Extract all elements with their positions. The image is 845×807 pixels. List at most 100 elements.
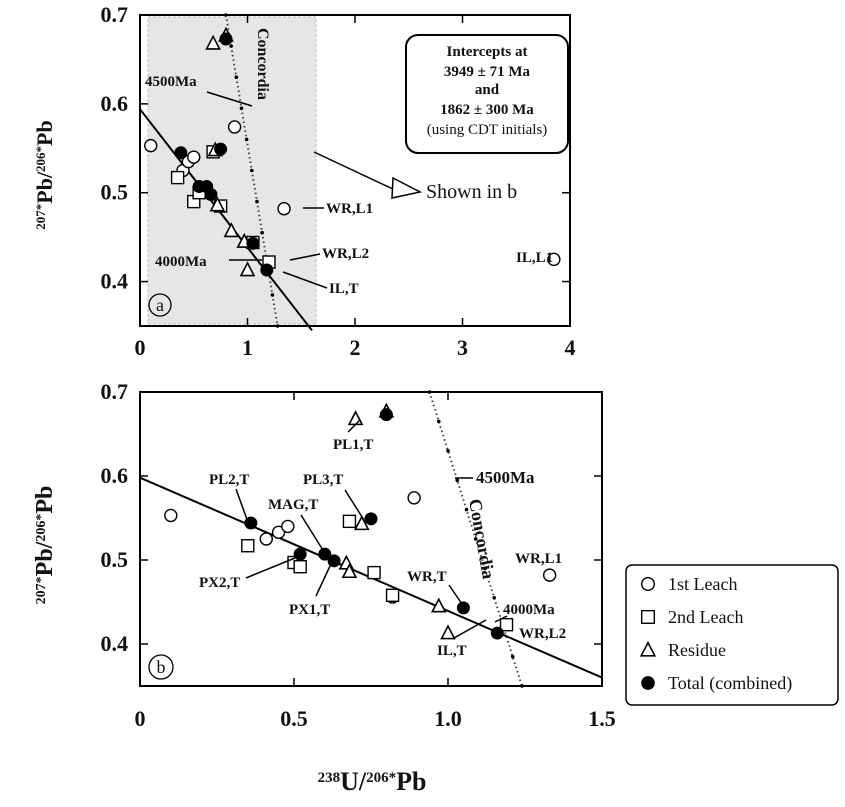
legend-marker-triangle-open (639, 640, 657, 657)
panel-b-frame (139, 391, 603, 687)
legend-label: 2nd Leach (668, 607, 743, 627)
svg-text:207*Pb/206*Pb: 207*Pb/206*Pb (32, 120, 57, 229)
concordia-tick (275, 324, 280, 328)
concordia-tick (224, 13, 228, 17)
concordia-tick (492, 596, 497, 600)
concordia-tick (510, 654, 515, 659)
concordia-tick (427, 390, 432, 394)
panel-a-letter-circle (148, 293, 172, 317)
legend-marker-circle-filled (641, 676, 655, 690)
a-label-concordia: Concordia (254, 28, 271, 100)
shown-in-b-label: Shown in b (426, 181, 517, 203)
x-tick-label: 4 (565, 335, 576, 360)
legend-label: 1st Leach (668, 574, 737, 594)
y-tick-label: 0.6 (101, 463, 129, 488)
y-axis-label-b: 207*Pb/206*Pb (32, 486, 58, 605)
panel-b-letter-circle (148, 654, 174, 680)
concordia-tick (473, 537, 478, 541)
b-label-il-t: IL,T (437, 643, 467, 659)
x-axis-label: 238U/206*Pb (318, 767, 427, 796)
x-tick-label: 2 (350, 335, 361, 360)
y-tick-label: 0.4 (101, 631, 129, 656)
legend-label: Residue (668, 640, 726, 660)
concordia-tick (250, 168, 254, 173)
x-tick-label: 1.0 (434, 706, 462, 731)
a-label-4500ma: 4500Ma (145, 74, 197, 90)
panel-b-lines (139, 390, 603, 688)
intercept-line-2: 3949 ± 71 Ma (444, 64, 531, 80)
data-point-triangle-open (205, 34, 221, 50)
b-label-px1: PX1,T (289, 602, 330, 618)
data-point-circle-filled (204, 187, 218, 201)
x-tick-label: 0 (135, 335, 146, 360)
y-axis-label-a: 207*Pb/206*Pb (32, 120, 57, 229)
y-tick-label: 0.4 (101, 269, 129, 294)
b-label-4500ma: 4500Ma (476, 468, 535, 487)
data-point-triangle-open (347, 410, 364, 426)
a-label-wr-l1: WR,L1 (326, 201, 373, 217)
data-point-triangle-open (440, 624, 456, 640)
data-point-circle-open (407, 491, 421, 505)
data-point-triangle-open (239, 261, 256, 277)
y-tick-label: 0.6 (101, 91, 129, 116)
data-point-circle-open (227, 120, 242, 134)
concordia-tick (229, 44, 233, 48)
data-point-circle-filled (246, 236, 260, 250)
intercept-box (405, 34, 569, 154)
legend-box (625, 564, 839, 706)
x-tick-label: 0 (135, 706, 146, 731)
data-point-circle-open (144, 138, 158, 153)
concordia-tick (239, 106, 244, 111)
data-point-square-open (367, 565, 381, 580)
panel-a-zoom-region (147, 16, 317, 325)
b-label-wr-l2: WR,L2 (519, 626, 566, 642)
a-label-wr-l2: WR,L2 (322, 246, 369, 262)
data-point-square-open (170, 170, 185, 185)
data-point-triangle-open (223, 222, 240, 238)
data-point-circle-open (281, 519, 295, 534)
a-label-il-l1: IL,L1 (516, 250, 553, 266)
concordia-tick (520, 684, 524, 688)
data-point-circle-filled (379, 408, 393, 422)
panel-a-lines (139, 13, 313, 332)
data-point-square-open (342, 514, 357, 529)
b-label-pl3: PL3,T (303, 472, 343, 488)
data-point-circle-filled (174, 146, 188, 160)
x-tick-label: 1.5 (588, 706, 616, 731)
data-point-triangle-open (341, 563, 358, 579)
data-point-circle-filled (260, 263, 274, 277)
b-label-wr-l1: WR,L1 (515, 551, 562, 567)
panel-a-letter: a (156, 295, 164, 315)
concordia-tick (464, 507, 469, 512)
legend: 1st Leach 2nd Leach Residue Total (combined… (625, 564, 839, 706)
panel-a-points (144, 26, 561, 277)
data-point-circle-open (542, 568, 557, 582)
legend-marker-circle-open (641, 577, 656, 592)
data-point-circle-filled (214, 142, 228, 156)
data-point-square-open (499, 617, 514, 632)
panel-b: 0 0.5 1.0 1.5 0.4 0.5 0.6 0.7 PL1,T PL2,T PL3,T… (101, 379, 616, 731)
concordia-tick (244, 137, 249, 142)
data-point-circle-filled (490, 626, 504, 640)
concordia-tick (255, 199, 259, 204)
intercept-line-5: (using CDT initials) (427, 122, 548, 138)
data-point-circle-open (547, 252, 561, 267)
svg-text:207*Pb/206*Pb: 207*Pb/206*Pb (32, 486, 58, 605)
data-point-circle-filled (456, 601, 470, 615)
data-point-circle-filled (219, 32, 233, 46)
legend-label: Total (combined) (668, 673, 792, 694)
b-label-pl1: PL1,T (333, 437, 373, 453)
svg-text:238U/206*Pb: 238U/206*Pb (318, 767, 427, 796)
x-tick-label: 3 (457, 335, 468, 360)
concordia-tick (436, 419, 441, 424)
shown-in-b-arrow (313, 151, 423, 199)
a-label-il-t: IL,T (329, 281, 359, 297)
y-tick-label: 0.5 (101, 180, 129, 205)
b-label-mag: MAG,T (268, 497, 318, 513)
panel-b-letter: b (157, 657, 166, 677)
data-point-circle-open (187, 150, 201, 164)
concordia-tick (260, 230, 264, 235)
data-point-square-open (385, 588, 400, 602)
data-point-square-open (241, 539, 255, 553)
